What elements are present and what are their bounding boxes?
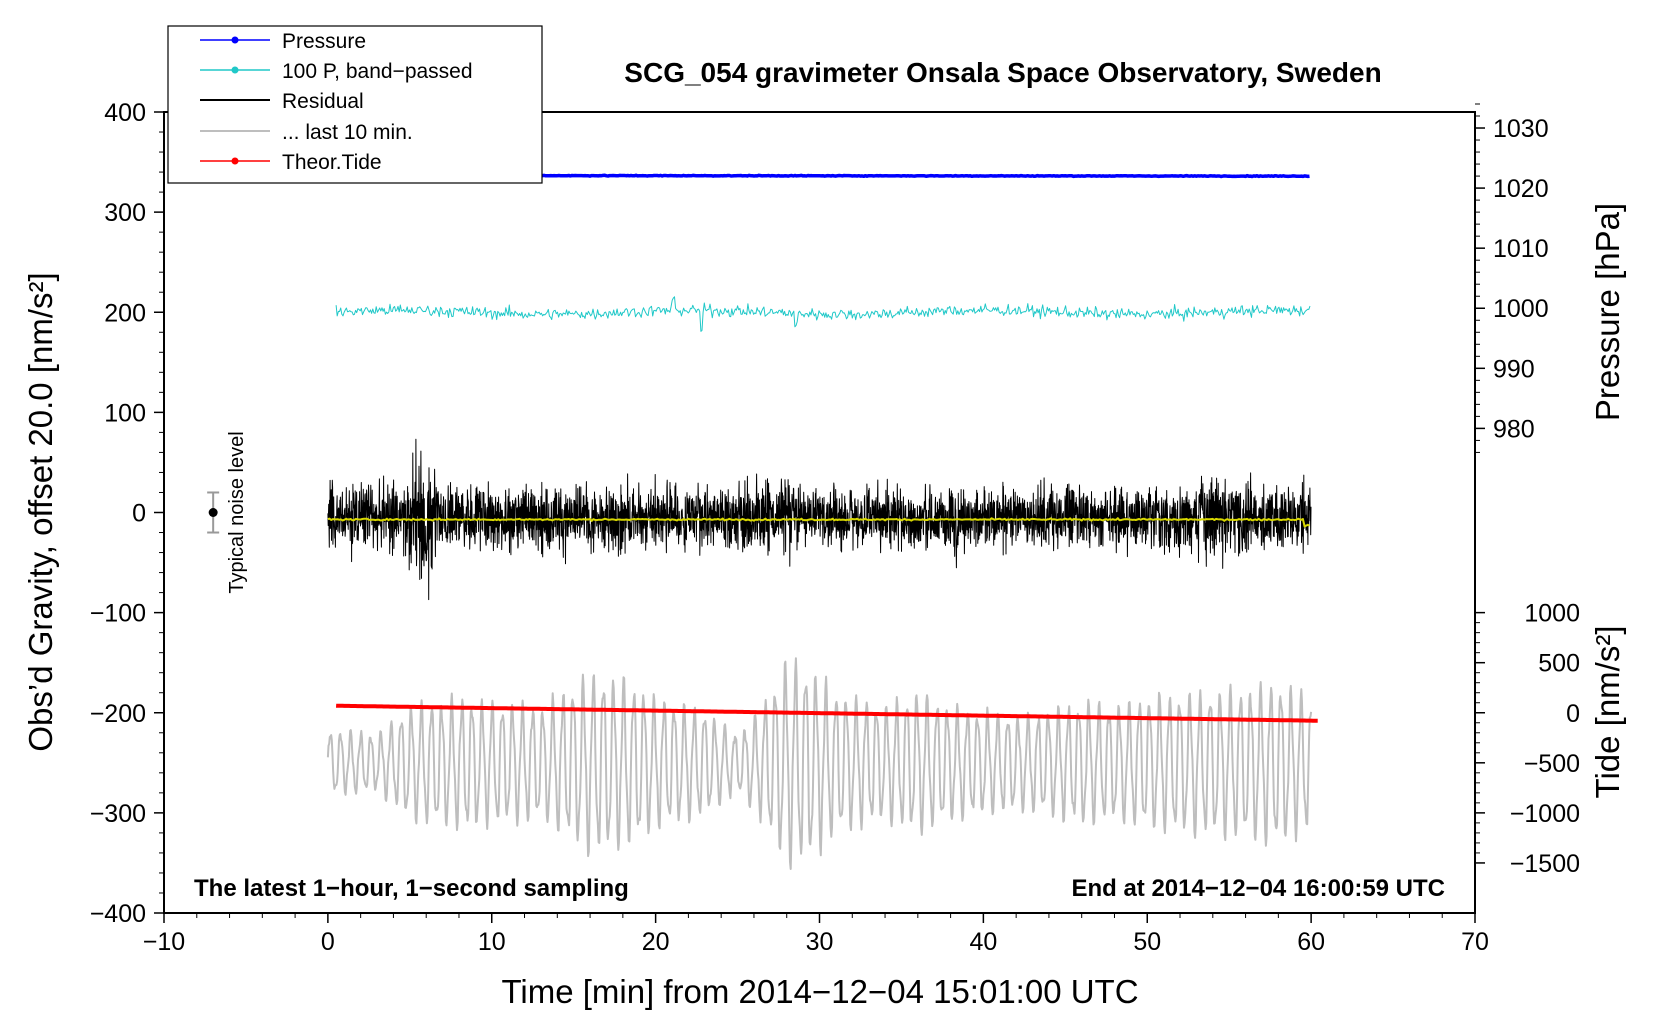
- legend-label-pressure: Pressure: [282, 30, 366, 53]
- x-tick-label: 40: [969, 928, 997, 956]
- pressure-tick-label: 990: [1493, 355, 1535, 383]
- series-residual-smoothed: [327, 517, 1310, 528]
- tide-tick-label: 1000: [1524, 600, 1580, 628]
- x-tick-label: 60: [1297, 928, 1325, 956]
- tide-tick-label: −1000: [1510, 800, 1580, 828]
- y-tick-label: −400: [90, 900, 146, 928]
- tide-tick-label: 0: [1566, 700, 1580, 728]
- legend-label-residual: Residual: [282, 90, 364, 113]
- legend-marker-bandpassed: [231, 66, 239, 74]
- legend-item-tide: Theor.Tide: [200, 151, 382, 174]
- x-axis-label: Time [min] from 2014−12−04 15:01:00 UTC: [501, 973, 1138, 1010]
- y-axis-label-left: Obs’d Gravity, offset 20.0 [nm/s²]: [22, 272, 59, 751]
- legend-label-last10: ... last 10 min.: [282, 121, 413, 144]
- y-tick-label: 200: [104, 299, 146, 327]
- annotation-sampling: The latest 1−hour, 1−second sampling: [194, 875, 629, 902]
- y-axis-label-pressure: Pressure [hPa]: [1589, 203, 1626, 421]
- y-tick-label: 0: [132, 500, 146, 528]
- x-tick-label: 10: [478, 928, 506, 956]
- series-bandpassed-pressure: [335, 296, 1311, 332]
- noise-label: Typical noise level: [226, 431, 248, 593]
- noise-dot: [208, 508, 218, 517]
- y-tick-label: 300: [104, 199, 146, 227]
- pressure-tick-label: 1020: [1493, 175, 1549, 203]
- tide-tick-label: 500: [1538, 650, 1580, 678]
- x-tick-label: 20: [642, 928, 670, 956]
- pressure-tick-label: 1030: [1493, 115, 1549, 143]
- legend-item-residual: Residual: [200, 90, 364, 113]
- y-tick-label: −300: [90, 800, 146, 828]
- pressure-tick-label: 1010: [1493, 235, 1549, 263]
- legend-item-bandpassed: 100 P, band−passed: [200, 60, 473, 83]
- legend: Pressure 100 P, band−passed Residual ...…: [167, 25, 543, 184]
- x-tick-label: −10: [143, 928, 185, 956]
- legend-item-last10: ... last 10 min.: [200, 121, 413, 144]
- y-axis-label-tide: Tide [nm/s²]: [1589, 626, 1626, 799]
- y-tick-label: −200: [90, 700, 146, 728]
- x-tick-label: 30: [806, 928, 834, 956]
- series-last-10-min: [326, 657, 1313, 870]
- legend-marker-tide: [231, 157, 239, 165]
- x-tick-label: 70: [1461, 928, 1489, 956]
- y-tick-label: −100: [90, 600, 146, 628]
- annotation-end-time: End at 2014−12−04 16:00:59 UTC: [1071, 875, 1445, 902]
- legend-label-tide: Theor.Tide: [282, 151, 382, 174]
- series-layer: [326, 173, 1318, 870]
- tick-layer: −10 0 10 20 30 40 50 60 704003002001000−100−200−…: [90, 99, 1580, 956]
- y-tick-label: 400: [104, 99, 146, 127]
- series-residual: [327, 438, 1312, 601]
- pressure-tick-label: 980: [1493, 415, 1535, 443]
- legend-marker-pressure: [231, 36, 239, 44]
- legend-box: [167, 25, 543, 184]
- legend-label-bandpassed: 100 P, band−passed: [282, 60, 473, 83]
- pressure-tick-label: 1000: [1493, 295, 1549, 323]
- series-theoretical-tide: [335, 703, 1318, 723]
- tide-tick-label: −1500: [1510, 850, 1580, 878]
- chart-title: SCG_054 gravimeter Onsala Space Observat…: [624, 57, 1381, 88]
- tide-tick-label: −500: [1524, 750, 1580, 778]
- x-tick-label: 0: [321, 928, 335, 956]
- noise-marker: Typical noise level: [207, 431, 248, 594]
- x-tick-label: 50: [1133, 928, 1161, 956]
- legend-item-pressure: Pressure: [200, 30, 366, 53]
- y-tick-label: 100: [104, 399, 146, 427]
